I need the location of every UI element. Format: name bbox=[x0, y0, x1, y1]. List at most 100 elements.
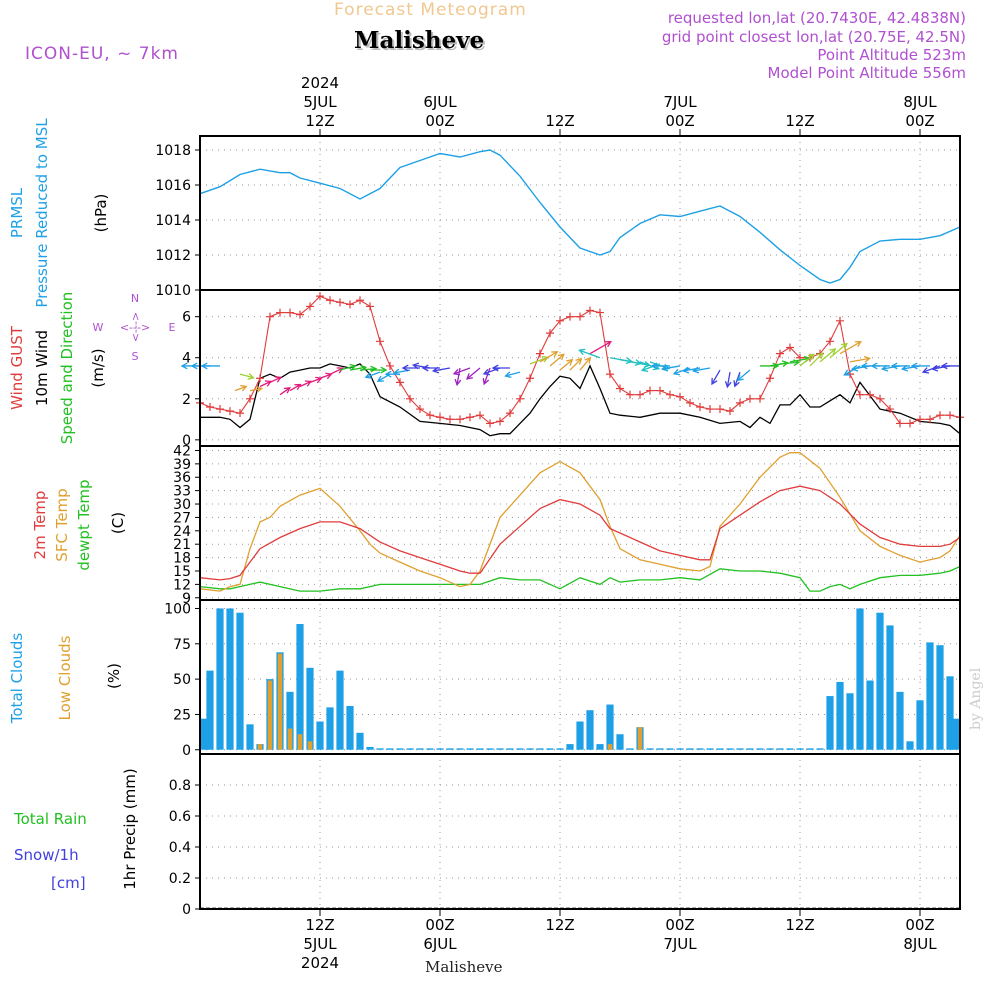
y-tick-label: 42 bbox=[173, 443, 191, 459]
time-label-top: 00Z bbox=[665, 112, 694, 130]
gust-marker bbox=[666, 390, 674, 399]
total-cloud-bar bbox=[936, 645, 944, 750]
gust-marker bbox=[376, 337, 384, 346]
total-cloud-bar bbox=[446, 748, 454, 750]
panel-frame bbox=[199, 445, 961, 601]
gust-marker bbox=[296, 310, 304, 319]
gust-marker bbox=[226, 407, 234, 416]
cloud-unit-label-text: (%) bbox=[105, 663, 123, 689]
gust-marker bbox=[446, 415, 454, 424]
total-cloud-bar bbox=[686, 748, 694, 750]
y-tick-label: 1014 bbox=[155, 213, 191, 229]
wind-direction-arrow bbox=[849, 355, 872, 363]
wind-direction-arrow bbox=[691, 366, 711, 374]
gust-marker bbox=[716, 405, 724, 414]
wind-direction-arrow bbox=[579, 356, 592, 371]
wind-direction-arrow bbox=[940, 362, 960, 370]
gust-marker bbox=[746, 394, 754, 403]
y-tick-label: 50 bbox=[173, 672, 191, 688]
precip-panel: 0 0.2 0.4 0.6 0.8 bbox=[169, 778, 960, 918]
y-tick-label: 0.2 bbox=[169, 871, 191, 887]
total-cloud-bar bbox=[226, 608, 234, 750]
y-tick-label: 100 bbox=[164, 601, 191, 617]
total-cloud-bar bbox=[946, 676, 954, 750]
y-tick-label: 12 bbox=[173, 577, 191, 593]
gust-marker bbox=[726, 407, 734, 416]
wind-direction-arrow bbox=[279, 387, 291, 396]
total-cloud-bar bbox=[486, 748, 494, 750]
wind-direction-arrow bbox=[431, 366, 451, 374]
y-tick-label: 0 bbox=[182, 743, 191, 759]
total-cloud-bar bbox=[356, 732, 364, 750]
total-cloud-bar bbox=[746, 748, 754, 750]
gust-marker bbox=[406, 394, 414, 403]
pressure-unit-label-text: (hPa) bbox=[92, 194, 110, 233]
gust-marker bbox=[866, 390, 874, 399]
gust-marker bbox=[246, 394, 254, 403]
compass-arrow-vertical: <---> bbox=[129, 312, 142, 342]
total-cloud-bar bbox=[546, 748, 554, 750]
total-cloud-bar bbox=[926, 642, 934, 750]
gust-marker bbox=[576, 312, 584, 321]
wind-direction-arrow bbox=[339, 363, 357, 371]
wind-direction-arrow bbox=[660, 364, 681, 372]
gust-marker bbox=[256, 374, 264, 383]
wind-direction-arrow bbox=[482, 367, 491, 386]
total-cloud-bar bbox=[736, 748, 744, 750]
gust-marker bbox=[786, 343, 794, 352]
gust-marker bbox=[676, 392, 684, 401]
y-tick-label: 0.6 bbox=[169, 809, 191, 825]
total-cloud-bar bbox=[466, 748, 474, 750]
wind-direction-arrow bbox=[799, 353, 815, 367]
y-tick-label: 6 bbox=[182, 310, 191, 326]
precip-legend-rain: Total Rain bbox=[13, 810, 87, 828]
total-cloud-bar bbox=[476, 748, 484, 750]
gust-marker bbox=[616, 384, 624, 393]
y-tick-label: 15 bbox=[173, 564, 191, 580]
total-cloud-bar bbox=[526, 748, 534, 750]
total-cloud-bar bbox=[616, 734, 624, 750]
total-cloud-bar bbox=[326, 707, 334, 750]
time-label-bottom: 12Z bbox=[545, 916, 574, 934]
total-cloud-bar bbox=[536, 748, 544, 750]
temp-label-text: dewpt Temp bbox=[75, 479, 93, 570]
wind-direction-arrow bbox=[364, 371, 381, 379]
gust-marker bbox=[626, 390, 634, 399]
gust-marker bbox=[946, 411, 954, 420]
total-cloud-bar bbox=[566, 744, 574, 750]
wind-direction-arrow bbox=[549, 353, 565, 367]
compass-east: E bbox=[169, 321, 176, 334]
wind-direction-arrow bbox=[452, 367, 471, 376]
time-label-top: 6JUL bbox=[423, 93, 457, 111]
total-cloud-bar bbox=[916, 700, 924, 750]
cloud-label: Total Clouds bbox=[8, 633, 26, 725]
gust-marker bbox=[516, 394, 524, 403]
y-tick-label: 2 bbox=[182, 392, 191, 408]
gust-marker bbox=[906, 419, 914, 428]
total-cloud-bar bbox=[906, 741, 914, 750]
total-cloud-bar bbox=[426, 748, 434, 750]
gust-marker bbox=[656, 386, 664, 395]
y-tick-label: 1018 bbox=[155, 143, 191, 159]
total-cloud-bar bbox=[726, 748, 734, 750]
gust-marker bbox=[586, 306, 594, 315]
gust-marker bbox=[466, 413, 474, 422]
wind-direction-arrow bbox=[640, 363, 661, 372]
wind-direction-arrow bbox=[289, 383, 302, 392]
total-cloud-bar bbox=[806, 748, 814, 750]
y-tick-label: 33 bbox=[173, 484, 191, 500]
gust-marker bbox=[836, 316, 844, 325]
y-tick-label: 9 bbox=[182, 591, 191, 607]
wind-direction-arrow bbox=[589, 340, 612, 355]
wind-direction-arrow bbox=[465, 367, 481, 380]
low-cloud-bar bbox=[637, 727, 643, 750]
time-label-bottom: 00Z bbox=[665, 916, 694, 934]
time-label-bottom: 5JUL bbox=[303, 935, 337, 953]
footer-title: Malisheve bbox=[425, 958, 503, 976]
total-cloud-bar bbox=[576, 721, 584, 750]
gust-marker bbox=[506, 409, 514, 418]
y-tick-label: 18 bbox=[173, 551, 191, 567]
y-tick-label: 0.8 bbox=[169, 778, 191, 794]
